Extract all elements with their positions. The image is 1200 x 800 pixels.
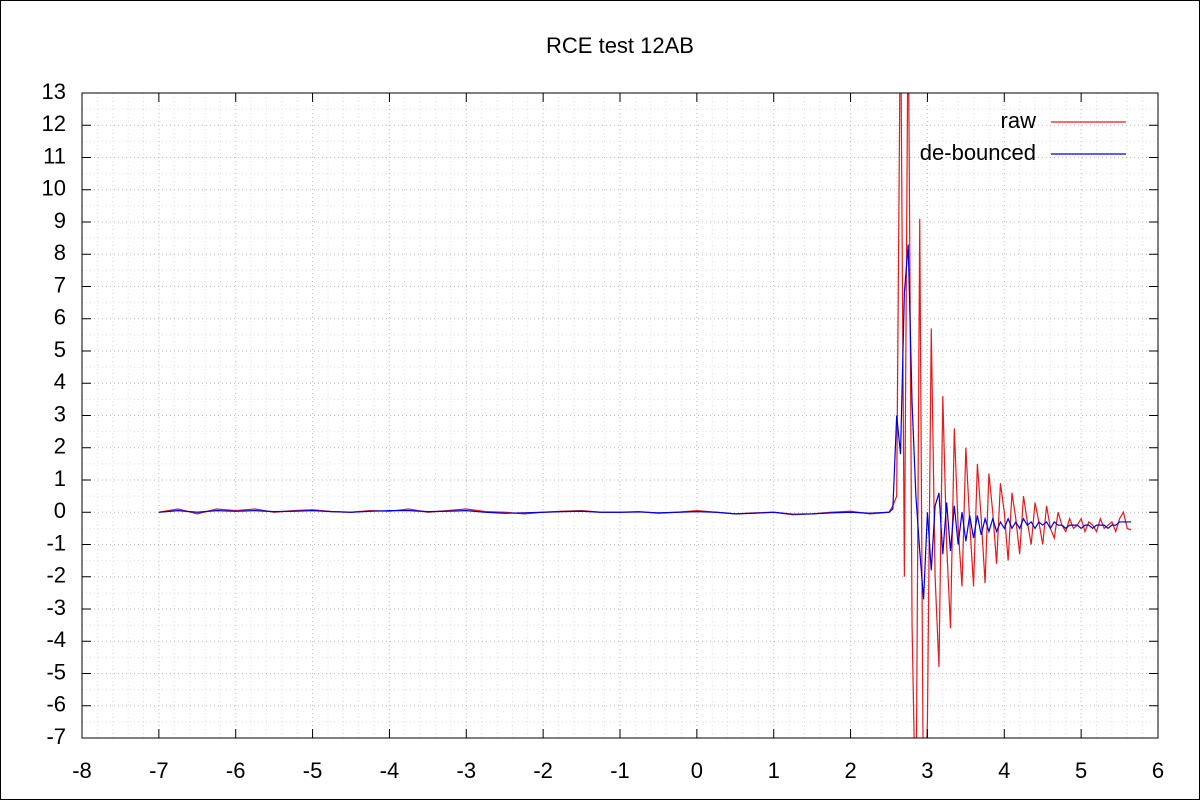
y-tick-label: -2 — [46, 563, 66, 588]
y-tick-label: 13 — [42, 79, 66, 104]
x-tick-label: -6 — [226, 758, 246, 783]
y-tick-label: -7 — [46, 724, 66, 749]
series-line — [158, 244, 1132, 600]
x-tick-label: 4 — [998, 758, 1010, 783]
x-tick-label: -3 — [457, 758, 477, 783]
y-tick-label: 4 — [54, 369, 66, 394]
series-line — [158, 93, 1132, 738]
y-tick-label: -3 — [46, 595, 66, 620]
x-tick-label: -1 — [610, 758, 630, 783]
y-tick-label: 6 — [54, 305, 66, 330]
y-tick-label: 11 — [43, 143, 66, 168]
y-tick-label: -4 — [46, 627, 66, 652]
y-tick-label: 0 — [54, 498, 66, 523]
x-tick-label: 2 — [844, 758, 856, 783]
x-tick-label: 3 — [921, 758, 933, 783]
y-tick-label: 9 — [54, 208, 66, 233]
y-tick-label: 5 — [54, 337, 66, 362]
y-tick-label: -1 — [46, 530, 66, 555]
y-tick-label: 10 — [42, 176, 66, 201]
y-tick-label: 8 — [54, 240, 66, 265]
y-tick-label: -5 — [46, 659, 66, 684]
y-tick-label: 12 — [42, 111, 66, 136]
legend-label: raw — [1001, 108, 1037, 133]
chart-title: RCE test 12AB — [546, 33, 694, 58]
x-tick-label: -7 — [149, 758, 169, 783]
y-tick-label: 7 — [54, 272, 66, 297]
y-tick-label: 3 — [54, 401, 66, 426]
x-tick-label: 6 — [1152, 758, 1164, 783]
x-tick-label: 5 — [1075, 758, 1087, 783]
x-tick-label: -2 — [533, 758, 553, 783]
x-tick-label: 0 — [691, 758, 703, 783]
y-tick-label: -6 — [46, 692, 66, 717]
x-tick-label: -4 — [380, 758, 400, 783]
y-tick-label: 1 — [54, 466, 66, 491]
x-tick-label: -8 — [72, 758, 92, 783]
legend-label: de-bounced — [920, 140, 1036, 165]
x-tick-label: 1 — [768, 758, 780, 783]
x-tick-label: -5 — [303, 758, 323, 783]
y-tick-label: 2 — [54, 434, 66, 459]
